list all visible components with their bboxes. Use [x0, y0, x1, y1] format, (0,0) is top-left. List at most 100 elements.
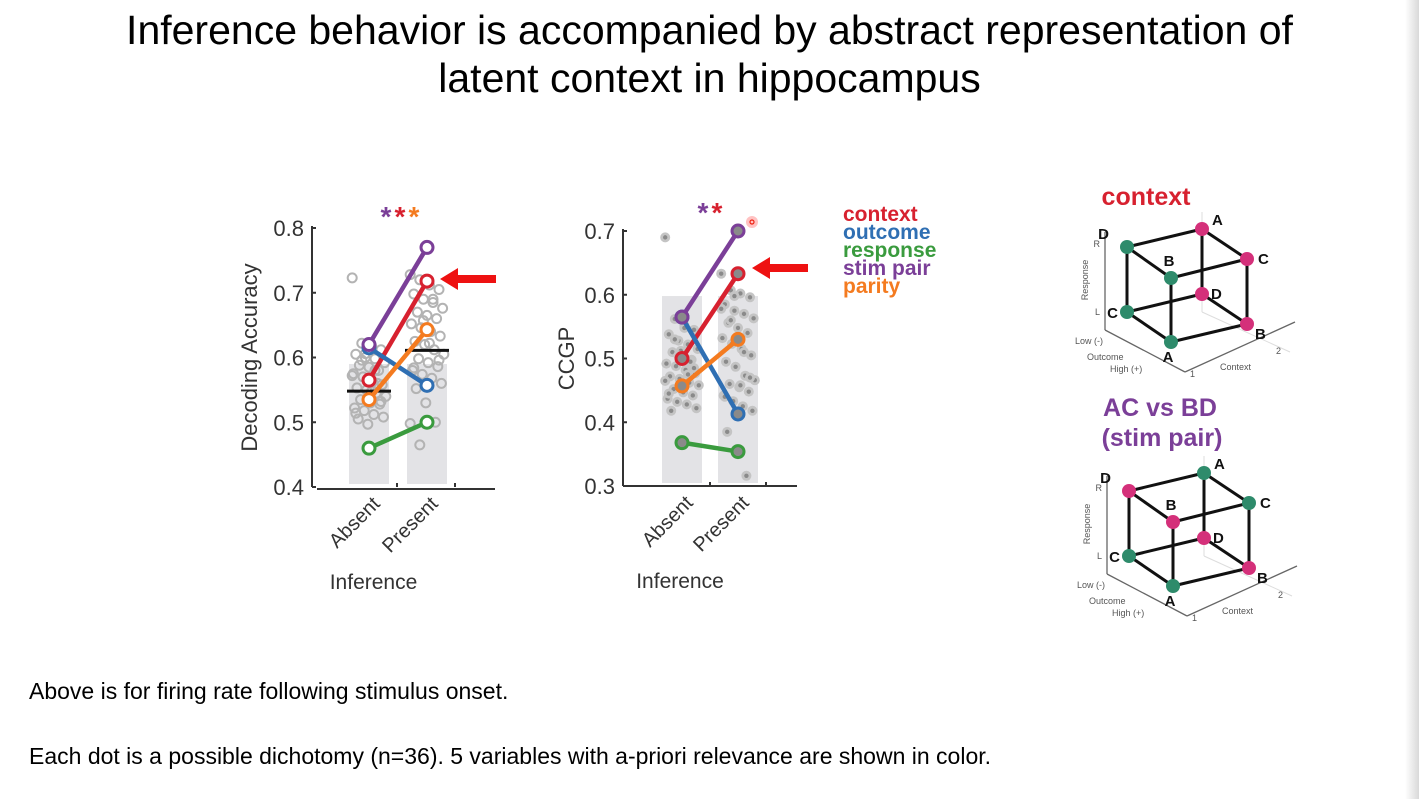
dichotomy-dot-core: [723, 359, 729, 364]
cube-vertex-d: [1197, 531, 1211, 545]
dichotomy-dot-core: [741, 349, 747, 355]
series-point-response-present: [730, 444, 746, 460]
response-tick-l: L: [1095, 307, 1100, 317]
outcome-axis-label: Outcome: [1089, 596, 1126, 606]
series-point-parity-present: [419, 322, 435, 338]
outcome-high-label: High (+): [1110, 364, 1142, 374]
cube-vertex-c: [1122, 549, 1136, 563]
outcome-axis: [1106, 573, 1188, 617]
cube-vertex-a: [1195, 222, 1209, 236]
series-point-response-absent: [674, 435, 690, 451]
x-axis-label: Inference: [330, 571, 418, 594]
series-point-context-absent: [674, 351, 690, 366]
dichotomy-dot-core: [745, 330, 750, 336]
x-tick-label-present: Present: [378, 493, 443, 558]
dichotomy-dot-core: [746, 389, 751, 394]
dichotomy-dot-core: [719, 306, 724, 311]
dichotomy-dot: [427, 293, 439, 305]
context-tick-1: 1: [1192, 613, 1197, 623]
cube-vertex-label: A: [1165, 593, 1176, 610]
series-point-parity-present: [730, 331, 746, 347]
dichotomy-dot: [422, 357, 434, 369]
dichotomy-dot: [416, 368, 428, 380]
x-tick-label-absent: Absent: [325, 493, 385, 553]
series-point-outcome-present: [419, 377, 435, 393]
dichotomy-dot-core: [727, 381, 732, 387]
legend-item-stim-pair: stim pair: [843, 257, 931, 280]
series-point-context-absent: [361, 372, 377, 388]
x-tick-label-absent: Absent: [638, 492, 698, 552]
y-axis-label: CCGP: [554, 327, 579, 391]
grid-line: [1201, 311, 1291, 353]
series-line-context: [367, 279, 429, 382]
cube-vertex-b: [1166, 515, 1180, 529]
cube-stim-pair: R L Response Low (-) Outcome High (+) 1 2 Contex…: [1077, 456, 1298, 623]
series-line-parity: [680, 337, 740, 388]
scrollbar-edge[interactable]: [1405, 0, 1419, 799]
response-tick-l: L: [1097, 551, 1102, 561]
context-axis-label: Context: [1222, 606, 1254, 616]
outcome-axis-label: Outcome: [1087, 352, 1124, 362]
legend-item-response: response: [843, 239, 937, 262]
cube-vertex-c: [1242, 496, 1256, 510]
context-axis: [1186, 565, 1298, 617]
dichotomy-dot-core: [696, 383, 701, 388]
dichotomy-dot: [405, 318, 417, 330]
dichotomy-dot-core: [666, 391, 671, 396]
cube-edge: [1128, 536, 1205, 558]
dichotomy-dot: [363, 361, 375, 373]
y-tick-label: 0.6: [584, 283, 615, 308]
dichotomy-dot-core: [663, 235, 668, 240]
series-point-response-present: [419, 414, 435, 430]
dichotomy-dot-core: [744, 473, 749, 478]
dichotomy-dot: [408, 362, 420, 374]
y-tick-label: 0.7: [584, 219, 615, 244]
legend-item-outcome: outcome: [843, 221, 931, 244]
dichotomy-dot-core: [691, 327, 697, 333]
dichotomy-dot-core: [735, 325, 741, 331]
response-axis-label: Response: [1080, 260, 1090, 301]
response-tick-r: R: [1094, 239, 1101, 249]
dichotomy-dot: [434, 330, 446, 342]
cube-vertex-b: [1242, 561, 1256, 575]
dichotomy-dot-core: [740, 404, 745, 409]
dichotomy-dot-core: [749, 353, 754, 358]
dichotomy-dot: [433, 354, 445, 366]
cube-edge: [1170, 257, 1248, 280]
dichotomy-dot-core: [672, 337, 677, 342]
series-line-response: [368, 420, 428, 451]
dichotomy-dot-core: [738, 291, 743, 296]
cube-edge: [1201, 292, 1248, 326]
series-point-context-present: [419, 273, 435, 289]
cube-vertex-b: [1240, 317, 1254, 331]
cube-edge: [1128, 554, 1174, 588]
cube-vertex-d: [1122, 484, 1136, 498]
dichotomy-dot: [437, 302, 449, 314]
dichotomy-dot-core: [751, 316, 756, 321]
dichotomy-dot: [414, 439, 426, 451]
context-tick-2: 2: [1276, 346, 1281, 356]
dichotomy-dot-core: [688, 359, 693, 364]
dichotomy-dot-core: [732, 293, 737, 299]
y-tick-label: 0.7: [273, 281, 304, 306]
dichotomy-dot: [377, 411, 389, 423]
y-tick-label: 0.4: [584, 410, 615, 435]
cube-vertex-a: [1197, 466, 1211, 480]
response-tick-r: R: [1096, 483, 1103, 493]
dichotomy-dot-core: [690, 393, 695, 398]
cube-vertex-label: C: [1258, 251, 1269, 268]
y-tick-label: 0.5: [273, 410, 304, 435]
series-point-outcome-present: [730, 406, 746, 422]
series-point-context-present: [730, 266, 746, 282]
dichotomy-dot: [362, 418, 374, 430]
series-point-parity-absent: [674, 378, 690, 394]
context-axis: [1184, 321, 1296, 373]
series-line-stim-pair: [367, 246, 429, 346]
red-arrow-icon: [440, 268, 496, 290]
dichotomy-dot-core: [673, 363, 679, 369]
y-tick-label: 0.6: [273, 346, 304, 371]
significance-star: *: [698, 197, 709, 228]
cube-edge: [1126, 292, 1203, 314]
